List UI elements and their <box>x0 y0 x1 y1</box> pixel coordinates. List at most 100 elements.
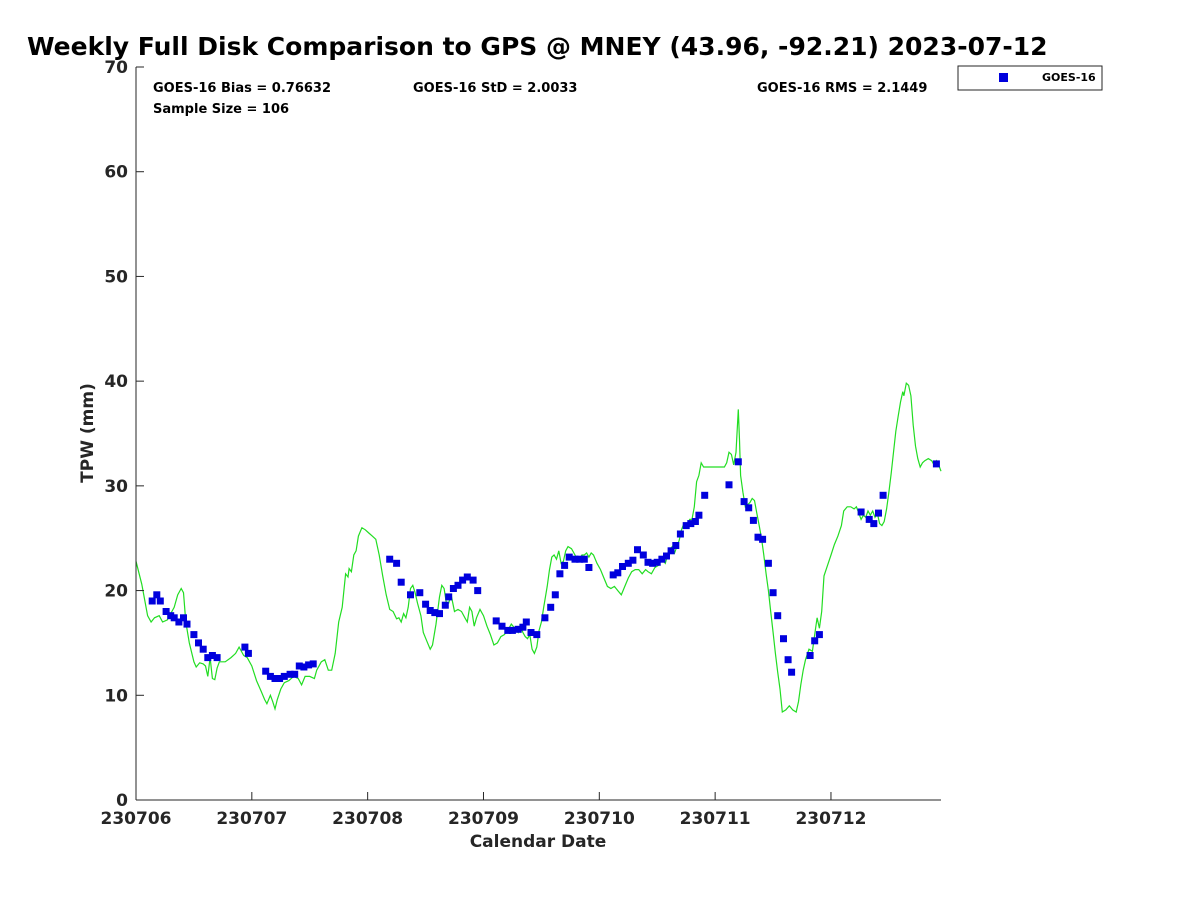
data-point <box>170 614 178 622</box>
data-point <box>879 491 887 499</box>
data-point <box>857 508 865 516</box>
data-point <box>522 618 530 626</box>
data-point <box>449 585 457 592</box>
data-point <box>459 576 467 584</box>
data-point <box>784 656 792 664</box>
data-point <box>672 542 680 549</box>
data-point <box>653 558 661 566</box>
data-point <box>305 661 313 669</box>
data-point <box>875 509 882 517</box>
y-tick-label: 20 <box>104 582 128 602</box>
data-point <box>441 601 449 609</box>
data-point <box>183 620 191 628</box>
data-point <box>870 520 878 528</box>
legend-label-goes16: GOES-16 <box>1042 71 1096 84</box>
data-point <box>213 654 221 662</box>
data-point <box>695 511 703 519</box>
gps-reference-line <box>135 382 942 714</box>
data-point <box>676 530 684 538</box>
data-point <box>436 610 443 618</box>
data-point <box>745 504 753 512</box>
data-point <box>624 559 632 567</box>
data-point <box>811 637 819 645</box>
data-point <box>547 603 555 611</box>
data-point <box>295 662 303 670</box>
x-tick-label: 230708 <box>332 809 403 829</box>
data-point <box>759 535 767 543</box>
data-point <box>291 670 299 678</box>
data-point <box>649 559 657 567</box>
data-point <box>740 498 748 506</box>
data-point <box>634 546 641 554</box>
data-point <box>393 559 401 567</box>
data-point <box>416 589 424 597</box>
data-point <box>244 649 252 657</box>
y-tick-label: 10 <box>104 686 128 706</box>
data-point <box>571 555 579 563</box>
x-axis-label: Calendar Date <box>470 832 607 852</box>
data-point <box>774 612 782 620</box>
data-point <box>204 654 212 662</box>
data-point <box>426 607 434 614</box>
x-tick-label: 230707 <box>216 809 287 829</box>
data-point <box>780 635 787 643</box>
plot-area <box>135 382 942 714</box>
data-point <box>175 618 183 626</box>
data-point <box>445 593 453 601</box>
data-point <box>769 589 777 597</box>
data-point <box>687 520 695 528</box>
data-point <box>422 600 430 608</box>
data-point <box>788 668 796 676</box>
data-point <box>431 609 439 617</box>
data-point <box>629 556 637 564</box>
x-tick-label: 230709 <box>448 809 519 829</box>
data-point <box>749 516 757 524</box>
data-point <box>609 571 617 579</box>
data-point <box>454 581 462 589</box>
y-tick-label: 50 <box>104 267 128 287</box>
data-point <box>208 652 216 659</box>
data-point <box>266 672 274 680</box>
x-tick-label: 230710 <box>564 809 635 829</box>
data-point <box>865 515 873 523</box>
data-point <box>504 626 512 634</box>
data-point <box>492 617 500 625</box>
data-point <box>508 626 516 634</box>
data-point <box>156 597 164 605</box>
data-point <box>806 652 814 659</box>
data-point <box>180 614 187 622</box>
data-point <box>309 660 317 668</box>
data-point <box>585 564 593 571</box>
data-point <box>691 518 699 525</box>
data-point <box>498 622 506 630</box>
data-point <box>397 578 405 586</box>
data-point <box>527 629 535 636</box>
data-point <box>300 663 308 671</box>
x-tick-label: 230706 <box>101 809 172 829</box>
data-point <box>162 608 170 615</box>
chart-title: Weekly Full Disk Comparison to GPS @ MNE… <box>27 32 1048 61</box>
data-point <box>725 481 733 489</box>
data-point <box>195 639 202 647</box>
data-point <box>286 670 294 678</box>
data-point <box>644 558 652 566</box>
data-point <box>271 675 279 682</box>
data-point <box>386 555 394 563</box>
data-point <box>580 555 588 563</box>
data-point <box>514 625 522 633</box>
bias-stat: GOES-16 Bias = 0.76632 <box>153 81 331 96</box>
data-point <box>474 587 482 595</box>
std-stat: GOES-16 StD = 2.0033 <box>413 81 577 96</box>
legend-box <box>957 65 1103 91</box>
data-point <box>682 522 690 530</box>
y-axis-label: TPW (mm) <box>78 383 98 483</box>
data-point <box>153 591 161 599</box>
data-point <box>663 552 670 560</box>
data-point <box>463 573 471 581</box>
data-point <box>619 563 626 570</box>
data-point <box>541 614 549 622</box>
data-point <box>280 672 288 680</box>
data-point <box>551 591 559 599</box>
statistics-panel: GOES-16 Bias = 0.76632 GOES-16 StD = 2.0… <box>153 81 927 117</box>
